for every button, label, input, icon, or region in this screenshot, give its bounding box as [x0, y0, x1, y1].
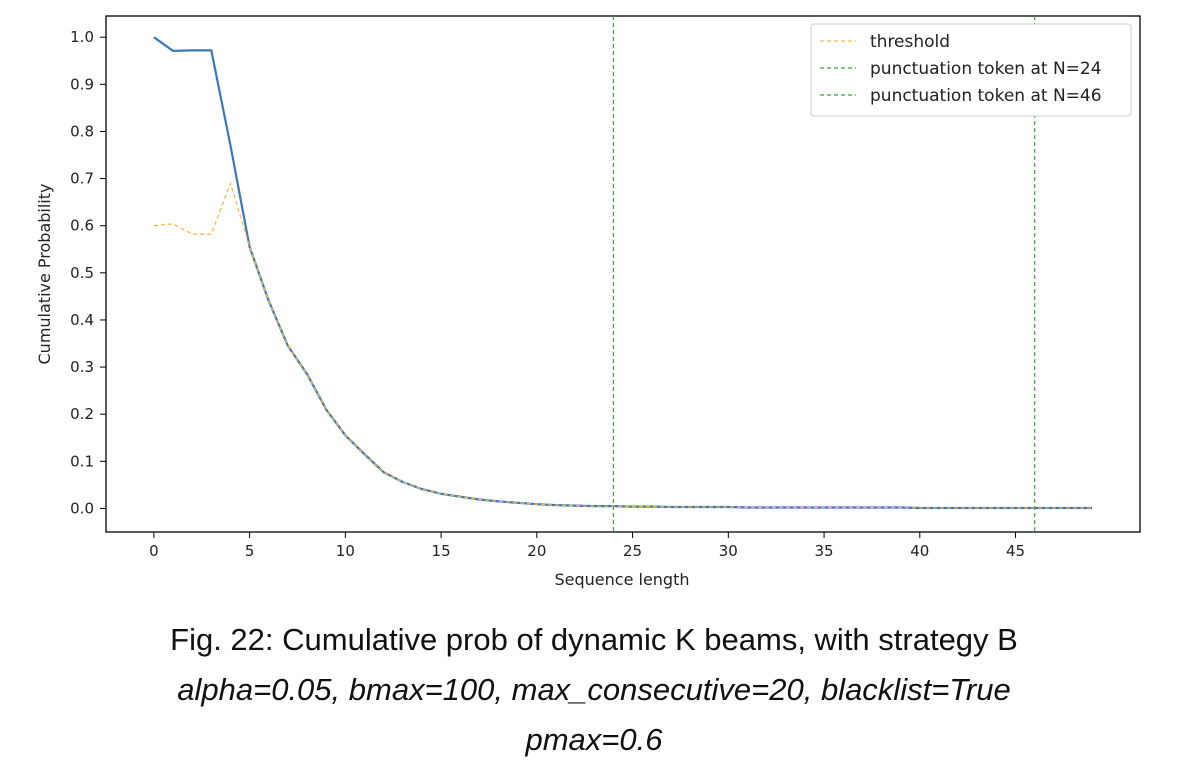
threshold-line — [153, 181, 1093, 509]
chart: 0 5 10 15 20 25 30 35 40 45 0.0 0.1 0.2 0.3 0.4 0.5 0.6… — [35, 15, 1141, 589]
y-ticks: 0.0 0.1 0.2 0.3 0.4 0.5 0.6 0.7 0.8 0.9 1.0 — [70, 28, 106, 517]
x-tick-label: 15 — [432, 542, 451, 560]
figure-caption-params: alpha=0.05, bmax=100, max_consecutive=20… — [177, 672, 1011, 707]
x-tick-label: 30 — [719, 542, 738, 560]
figure-caption-title: Fig. 22: Cumulative prob of dynamic K be… — [170, 622, 1018, 657]
x-axis-label: Sequence length — [554, 570, 689, 589]
y-tick-label: 0.3 — [70, 358, 94, 376]
x-tick-label: 0 — [149, 542, 159, 560]
legend: threshold punctuation token at N=24 punctu… — [810, 23, 1132, 117]
x-tick-label: 35 — [815, 542, 834, 560]
y-tick-label: 0.5 — [70, 264, 94, 282]
legend-entry: punctuation token at N=24 — [870, 59, 1102, 79]
y-tick-label: 0.0 — [70, 499, 94, 517]
y-tick-label: 0.4 — [70, 311, 94, 329]
x-ticks: 0 5 10 15 20 25 30 35 40 45 — [149, 532, 1025, 560]
legend-entry: threshold — [870, 32, 950, 52]
x-tick-label: 25 — [623, 542, 642, 560]
x-tick-label: 10 — [336, 542, 355, 560]
legend-entry: punctuation token at N=46 — [870, 86, 1102, 106]
x-tick-label: 5 — [245, 542, 255, 560]
y-tick-label: 0.1 — [70, 452, 94, 470]
series-layer — [153, 36, 1093, 510]
y-axis-label: Cumulative Probability — [35, 184, 54, 365]
x-tick-label: 45 — [1006, 542, 1025, 560]
y-tick-label: 0.9 — [70, 75, 94, 93]
y-tick-label: 0.8 — [70, 122, 94, 140]
y-tick-label: 1.0 — [70, 28, 94, 46]
x-tick-label: 40 — [910, 542, 929, 560]
x-tick-label: 20 — [527, 542, 546, 560]
figure-caption-pmax: pmax=0.6 — [525, 722, 663, 757]
y-tick-label: 0.7 — [70, 170, 94, 188]
y-tick-label: 0.2 — [70, 405, 94, 423]
legend-box — [810, 23, 1132, 117]
y-tick-label: 0.6 — [70, 217, 94, 235]
